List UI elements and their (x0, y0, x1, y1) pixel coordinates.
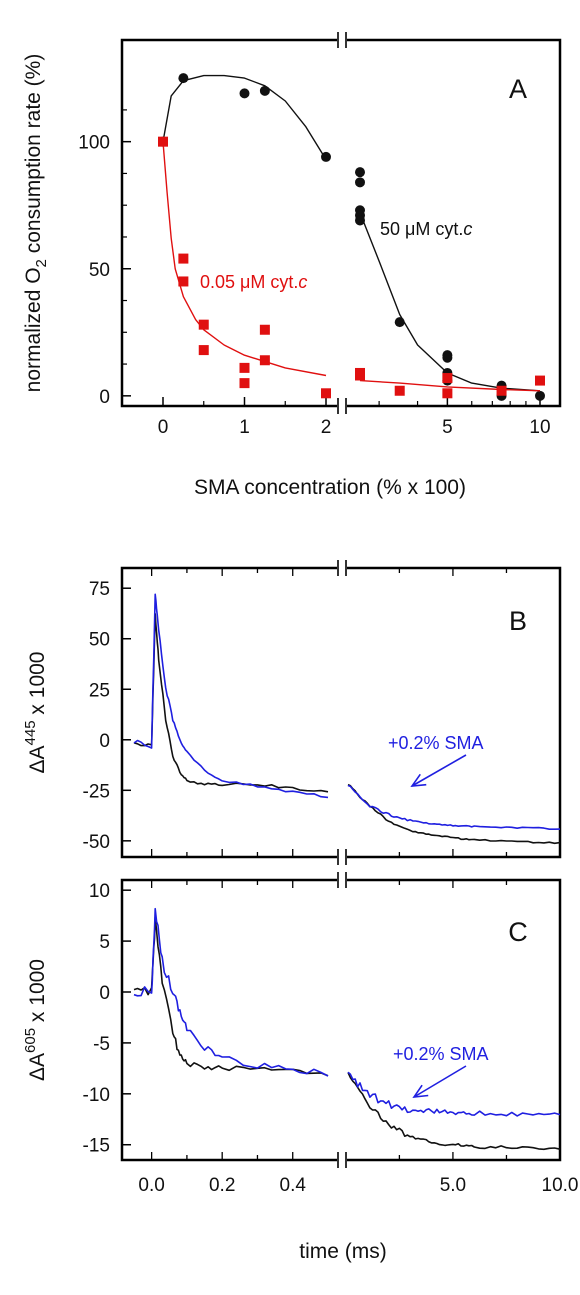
fit-line (359, 212, 541, 392)
data-point (259, 355, 270, 366)
trace-line (347, 1071, 561, 1117)
y-tick-label-a: 0 (99, 387, 110, 408)
data-point (198, 345, 209, 356)
panel-letter-c: C (508, 917, 528, 947)
panel-letter-b: B (509, 606, 527, 636)
axis-break-gap (337, 398, 347, 414)
y-axis-title-c: ΔA605 x 1000 (22, 959, 49, 1081)
data-point (394, 385, 405, 396)
trace-line (347, 1072, 561, 1151)
annotation-arrowhead (412, 1084, 429, 1098)
panel-letter-a: A (509, 74, 527, 104)
data-point (442, 373, 453, 384)
data-point (259, 324, 270, 335)
x-tick-label-a: 5 (442, 417, 453, 438)
data-point (535, 375, 545, 386)
y-tick-label: 0 (99, 731, 110, 752)
y-tick-label: 25 (89, 680, 110, 701)
trace-line (133, 916, 329, 1077)
data-point (239, 88, 250, 99)
x-tick-label-c: 10.0 (542, 1175, 579, 1196)
data-point (178, 276, 189, 287)
y-tick-label: -50 (83, 832, 110, 853)
y-tick-label: -5 (93, 1034, 110, 1055)
data-point (442, 388, 453, 399)
data-point (178, 73, 189, 84)
plot-frame-b (120, 566, 562, 859)
panel-c: -15 -10 -5 0 5 10 +0.2% SMA C ΔA605 x 1000 0.0 0.2… (22, 872, 578, 1263)
axis-break-gap (337, 872, 347, 888)
x-tick-label-a: 2 (321, 417, 332, 438)
x-tick-label-c: 5.0 (440, 1175, 466, 1196)
panel-a: 0 50 100 0 1 2 5 10 50 μM cyt.c 0.05 μM cyt.c Anor… (22, 32, 562, 499)
plot-frame-a (120, 38, 562, 408)
y-tick-label: 50 (89, 630, 110, 651)
data-point (259, 85, 270, 96)
annotation-sma: +0.2% SMA (388, 733, 484, 753)
x-tick-label-a: 0 (158, 417, 169, 438)
trace-line (133, 612, 329, 793)
x-tick-label-c: 0.2 (209, 1175, 235, 1196)
y-tick-label: -25 (83, 781, 110, 802)
panel-b: -50 -25 0 25 50 75 +0.2% SMA B ΔA445 x 1000 (22, 560, 562, 865)
y-tick-label: 5 (99, 932, 110, 953)
annotation-sma: +0.2% SMA (393, 1044, 489, 1064)
data-point (239, 378, 250, 389)
data-point (178, 253, 189, 264)
x-axis-title-bc: time (ms) (299, 1240, 387, 1263)
annotation-arrow (411, 754, 467, 787)
series-red-squares (158, 136, 545, 399)
data-point (496, 385, 507, 396)
y-tick-label: 75 (89, 579, 110, 600)
series-label-005um: 0.05 μM cyt.c (200, 272, 307, 292)
y-axis-title-a: normalized O2 consumption rate (%) (22, 54, 50, 393)
data-point (355, 215, 365, 226)
trace-line (347, 784, 561, 831)
data-point (158, 136, 168, 147)
y-tick-label: 0 (99, 983, 110, 1004)
x-tick-label-a: 10 (529, 417, 550, 438)
plot-frame-c (120, 878, 562, 1162)
annotation-arrow (413, 1065, 467, 1098)
y-tick-label-a: 50 (89, 260, 110, 281)
trace-line (133, 593, 329, 799)
y-tick-label: 10 (89, 881, 110, 902)
y-tick-label-a: 100 (78, 133, 110, 154)
annotation-arrowhead (410, 773, 427, 787)
series-black-circles (158, 73, 545, 401)
axis-break-gap (337, 560, 347, 576)
data-point (355, 167, 365, 178)
trace-sma (133, 593, 561, 831)
x-tick-label-c: 0.0 (138, 1175, 164, 1196)
data-point (239, 362, 250, 373)
data-point (355, 370, 365, 381)
y-axis-title-b: ΔA445 x 1000 (22, 652, 49, 774)
series-label-50um: 50 μM cyt.c (380, 219, 472, 239)
trace-line (347, 783, 561, 845)
x-tick-label-a: 1 (239, 417, 250, 438)
x-tick-label-c: 0.4 (280, 1175, 307, 1196)
data-point (198, 319, 209, 330)
trace-sma (133, 907, 561, 1117)
data-point (535, 390, 545, 401)
data-point (321, 388, 331, 399)
trace-control (133, 612, 561, 845)
axis-break-gap (337, 1152, 347, 1168)
data-point (394, 317, 405, 328)
x-axis-title-a: SMA concentration (% x 100) (194, 476, 466, 499)
data-point (442, 352, 453, 363)
data-point (321, 151, 331, 162)
y-tick-label: -10 (83, 1085, 110, 1106)
fit-line (359, 379, 541, 392)
axis-break-gap (337, 32, 347, 48)
data-point (355, 177, 365, 188)
axis-break-gap (337, 849, 347, 865)
fit-line (162, 74, 327, 160)
trace-line (133, 907, 329, 1077)
fit-line (162, 141, 327, 377)
y-tick-label: -15 (83, 1136, 110, 1157)
